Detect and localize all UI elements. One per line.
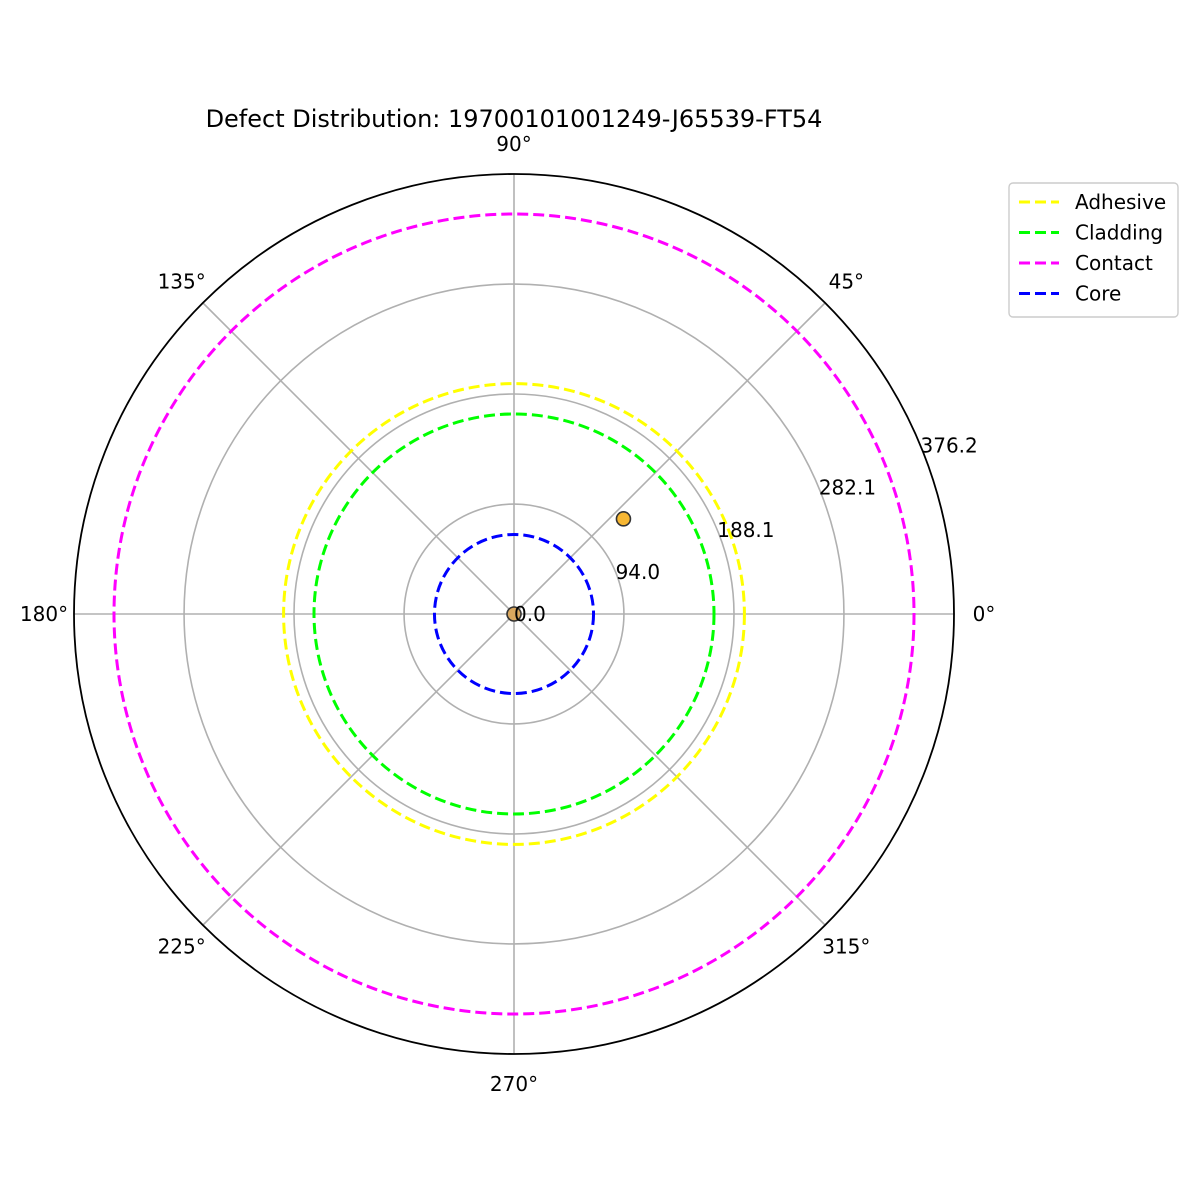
r-tick-label-4: 376.2: [921, 434, 978, 458]
theta-tick-label-3: 135°: [158, 270, 206, 294]
legend-label-core: Core: [1075, 282, 1121, 306]
r-tick-label-3: 282.1: [819, 476, 876, 500]
theta-tick-label-4: 180°: [20, 602, 68, 626]
zone-circles: [112, 212, 916, 1016]
angular-gridline-3: [202, 302, 515, 615]
r-tick-label-1: 94.0: [616, 560, 661, 584]
legend: Adhesive Cladding Contact Core: [1008, 182, 1179, 318]
defect-point-0: [615, 511, 632, 527]
r-tick-label-2: 188.1: [717, 518, 774, 542]
theta-tick-label-2: 90°: [496, 132, 531, 156]
angular-gridline-1: [513, 302, 826, 615]
chart-title: Defect Distribution: 19700101001249-J655…: [206, 105, 823, 133]
theta-tick-label-1: 45°: [829, 270, 864, 294]
theta-tick-label-5: 225°: [158, 934, 206, 958]
theta-tick-label-0: 0°: [973, 602, 996, 626]
polar-frame: [73, 173, 955, 1055]
zone-circle-cladding: [312, 412, 716, 816]
r-tick-label-0: 0.0: [514, 602, 546, 626]
legend-label-cladding: Cladding: [1075, 221, 1163, 245]
angular-gridline-7: [513, 613, 826, 926]
defect-points: [506, 511, 632, 622]
legend-label-adhesive: Adhesive: [1075, 190, 1166, 214]
legend-box: [1008, 182, 1179, 318]
polar-grid: [73, 173, 955, 1055]
zone-circle-contact: [112, 212, 916, 1016]
legend-label-contact: Contact: [1075, 251, 1153, 275]
tick-labels: 0° 45° 90° 135° 180° 225° 270° 315° 0.0 94.0 188.1…: [20, 132, 995, 1096]
zone-circle-adhesive: [282, 382, 746, 846]
angular-gridline-5: [202, 613, 515, 926]
theta-tick-label-6: 270°: [490, 1072, 538, 1096]
zone-circle-core: [432, 532, 596, 696]
theta-tick-label-7: 315°: [822, 934, 870, 958]
defect-point-1: [506, 606, 522, 622]
